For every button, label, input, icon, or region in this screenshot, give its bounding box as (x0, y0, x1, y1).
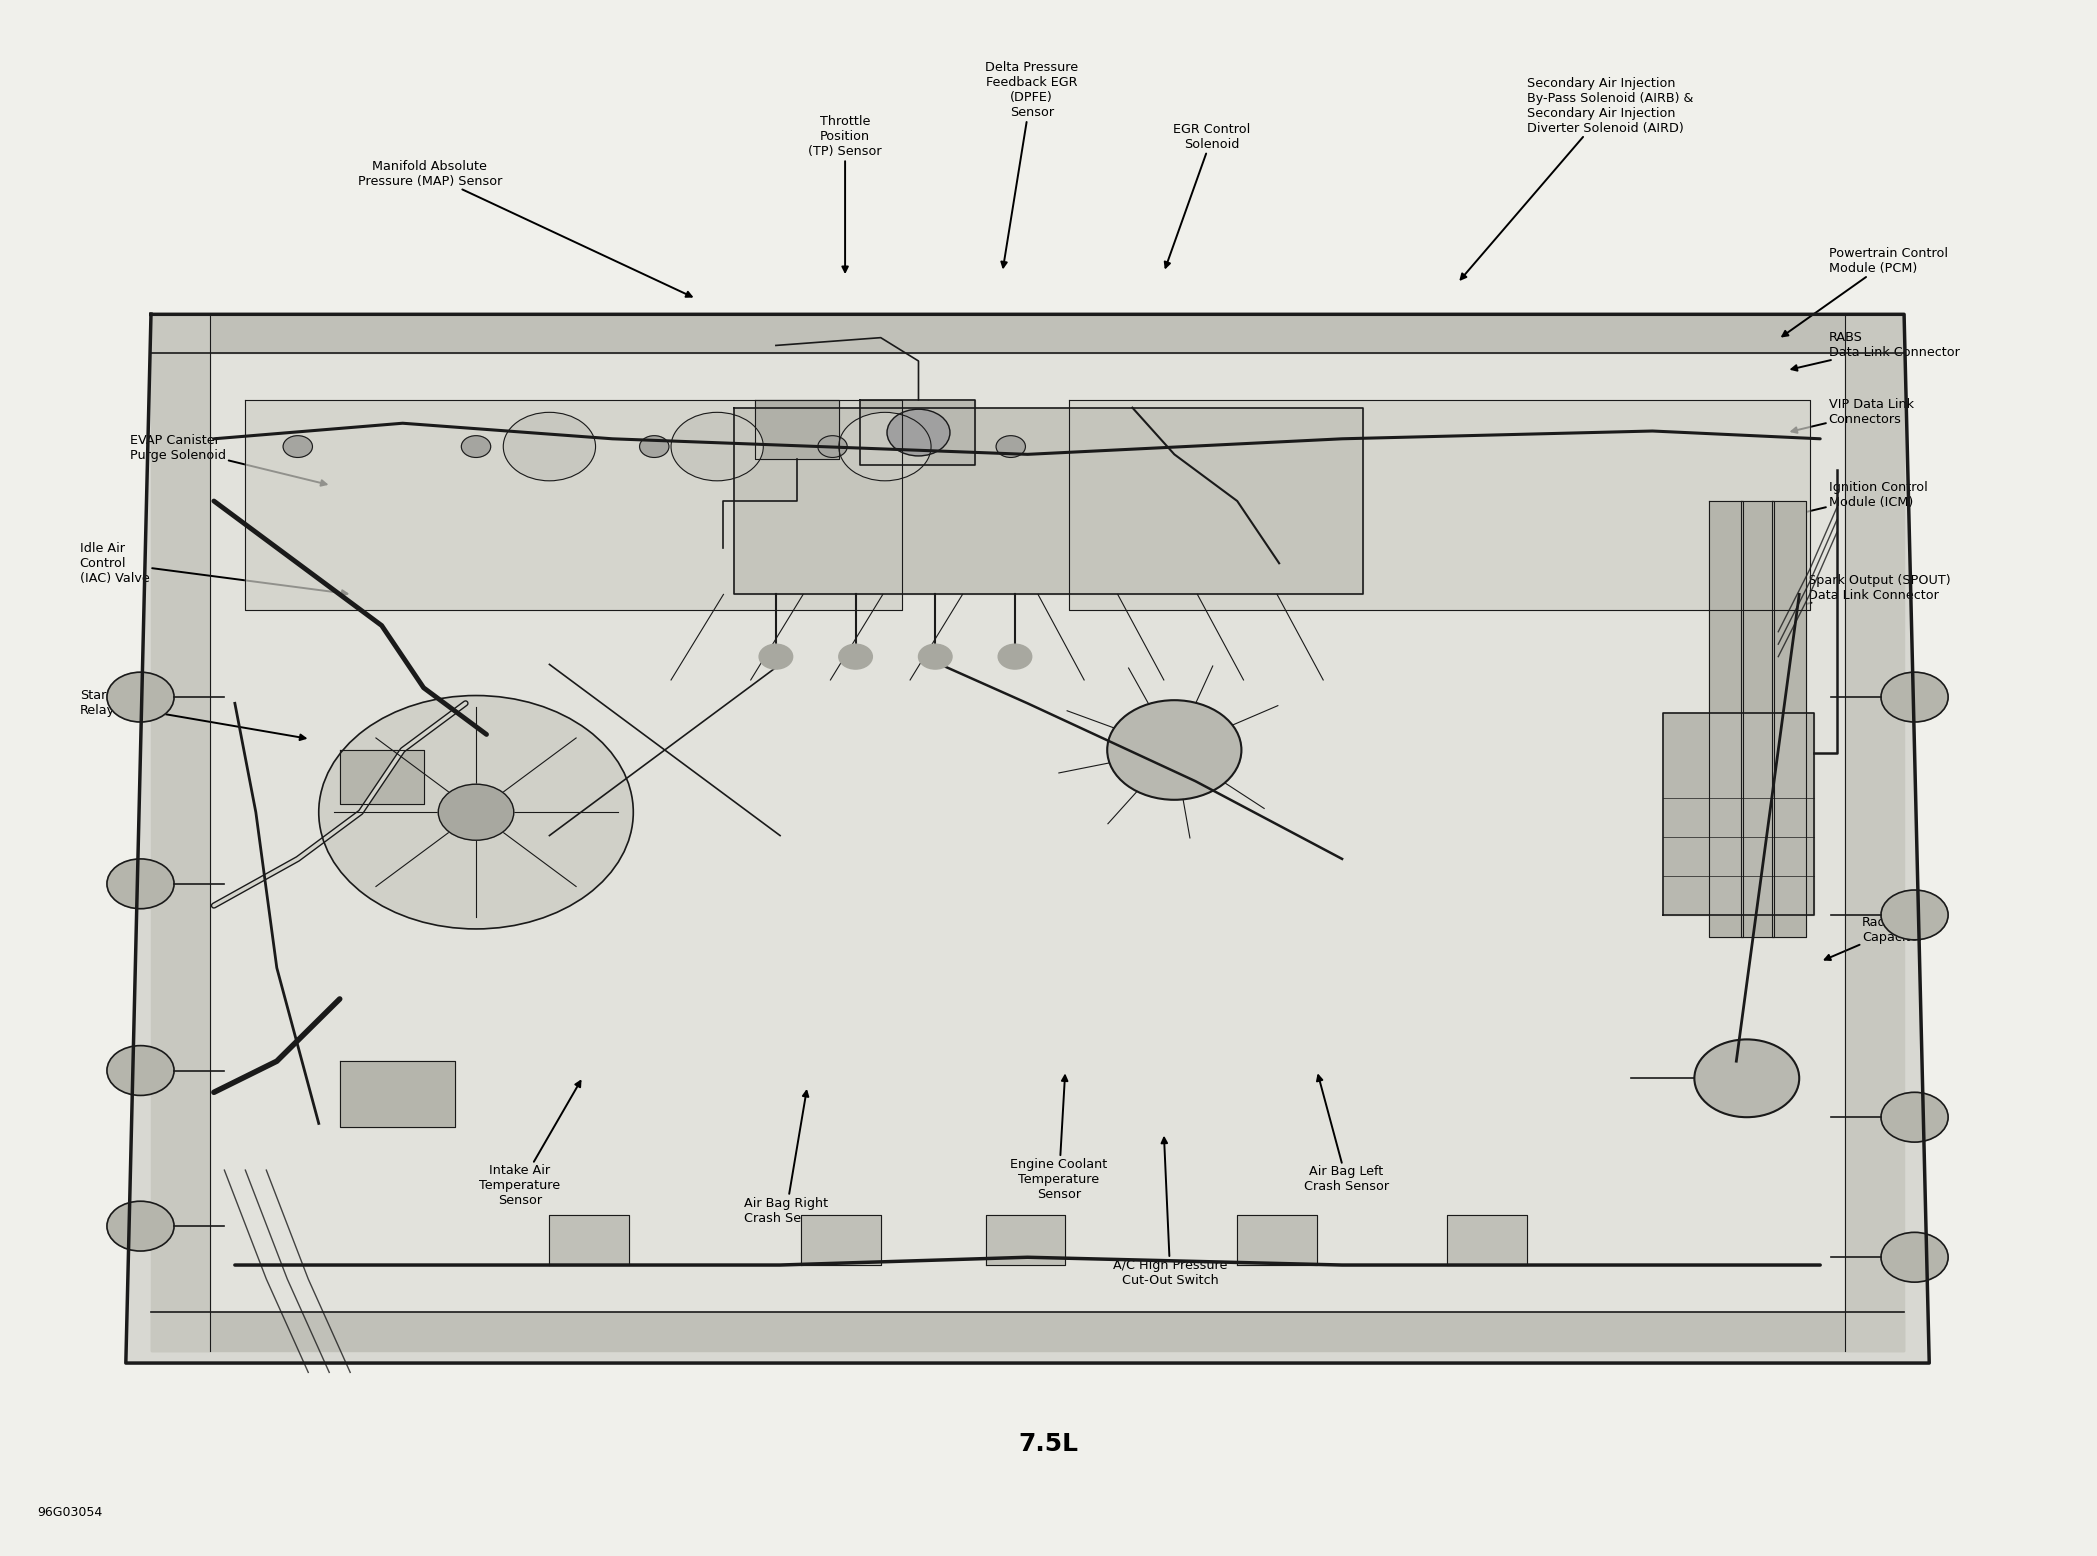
Circle shape (283, 436, 312, 457)
Polygon shape (151, 314, 1904, 353)
Text: Delta Pressure
Feedback EGR
(DPFE)
Sensor: Delta Pressure Feedback EGR (DPFE) Senso… (986, 61, 1078, 268)
Text: RABS
Data Link Connector: RABS Data Link Connector (1791, 331, 1959, 370)
Polygon shape (1237, 1215, 1317, 1265)
Text: VIP Data Link
Connectors: VIP Data Link Connectors (1791, 398, 1915, 433)
Text: Intake Air
Temperature
Sensor: Intake Air Temperature Sensor (480, 1081, 581, 1207)
Text: Secondary Air Injection
By-Pass Solenoid (AIRB) &
Secondary Air Injection
Divert: Secondary Air Injection By-Pass Solenoid… (1462, 76, 1692, 280)
Polygon shape (986, 1215, 1065, 1265)
Text: A/C High Pressure
Cut-Out Switch: A/C High Pressure Cut-Out Switch (1114, 1137, 1227, 1287)
Circle shape (996, 436, 1025, 457)
Text: Engine Coolant
Temperature
Sensor: Engine Coolant Temperature Sensor (1011, 1075, 1107, 1201)
Circle shape (461, 436, 491, 457)
Polygon shape (151, 314, 210, 1351)
Polygon shape (340, 1061, 455, 1127)
Circle shape (640, 436, 669, 457)
Circle shape (918, 644, 952, 669)
Circle shape (1881, 890, 1948, 940)
Text: Air Bag Right
Crash Sensor: Air Bag Right Crash Sensor (744, 1091, 828, 1225)
Polygon shape (1772, 501, 1806, 937)
Polygon shape (245, 400, 902, 610)
Text: Powertrain Control
Module (PCM): Powertrain Control Module (PCM) (1782, 247, 1948, 336)
Text: Starter
Relay: Starter Relay (80, 689, 306, 741)
Polygon shape (1663, 713, 1814, 915)
Circle shape (1881, 1232, 1948, 1282)
Polygon shape (1845, 314, 1904, 1351)
Polygon shape (1447, 1215, 1527, 1265)
Circle shape (818, 436, 847, 457)
Text: Throttle
Position
(TP) Sensor: Throttle Position (TP) Sensor (807, 115, 883, 272)
Polygon shape (1709, 501, 1743, 937)
Text: 96G03054: 96G03054 (38, 1506, 103, 1519)
Text: Idle Air
Control
(IAC) Valve: Idle Air Control (IAC) Valve (80, 541, 348, 596)
Circle shape (759, 644, 793, 669)
Text: Spark Output (SPOUT)
Data Link Connector: Spark Output (SPOUT) Data Link Connector (1782, 574, 1950, 610)
Text: 7.5L: 7.5L (1019, 1432, 1078, 1456)
Text: EVAP Canister
Purge Solenoid: EVAP Canister Purge Solenoid (130, 434, 327, 485)
Polygon shape (860, 400, 975, 465)
Circle shape (1881, 672, 1948, 722)
Polygon shape (203, 338, 1852, 1312)
Text: Ignition Control
Module (ICM): Ignition Control Module (ICM) (1791, 481, 1927, 517)
Polygon shape (1069, 400, 1810, 610)
Circle shape (319, 696, 633, 929)
Circle shape (998, 644, 1032, 669)
Text: Air Bag Left
Crash Sensor: Air Bag Left Crash Sensor (1304, 1075, 1388, 1193)
Circle shape (839, 644, 872, 669)
Text: EGR Control
Solenoid: EGR Control Solenoid (1164, 123, 1250, 268)
Circle shape (671, 412, 763, 481)
Polygon shape (151, 1312, 1904, 1351)
Circle shape (107, 1201, 174, 1251)
Circle shape (107, 1046, 174, 1095)
Text: Manifold Absolute
Pressure (MAP) Sensor: Manifold Absolute Pressure (MAP) Sensor (359, 160, 692, 297)
Polygon shape (549, 1215, 629, 1265)
Circle shape (438, 784, 514, 840)
Text: Radio
Capacitor: Radio Capacitor (1824, 916, 1923, 960)
Polygon shape (801, 1215, 881, 1265)
Polygon shape (340, 750, 424, 804)
Circle shape (1107, 700, 1241, 800)
Circle shape (107, 859, 174, 909)
Circle shape (503, 412, 596, 481)
Polygon shape (126, 314, 1929, 1363)
Circle shape (107, 672, 174, 722)
Circle shape (1694, 1039, 1799, 1117)
Circle shape (887, 409, 950, 456)
Polygon shape (1741, 501, 1774, 937)
Polygon shape (734, 408, 1363, 594)
Polygon shape (755, 400, 839, 459)
Circle shape (1881, 1092, 1948, 1142)
Circle shape (839, 412, 931, 481)
